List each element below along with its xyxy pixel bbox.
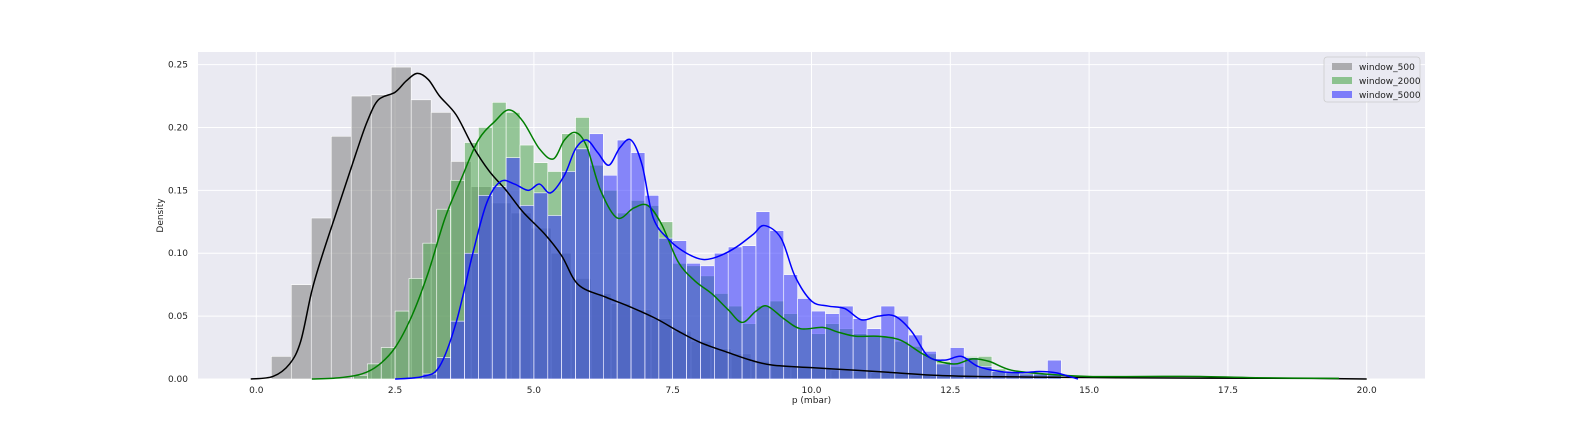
x-tick-label: 12.5 bbox=[940, 386, 960, 396]
x-tick-label: 0.0 bbox=[249, 386, 264, 396]
x-tick-label: 5.0 bbox=[527, 386, 542, 396]
y-tick-label: 0.05 bbox=[168, 312, 188, 322]
histogram-bar bbox=[658, 237, 673, 380]
y-tick-label: 0.15 bbox=[168, 186, 188, 196]
kde-line-window_5000 bbox=[395, 138, 1079, 380]
x-tick-label: 2.5 bbox=[388, 386, 402, 396]
histogram-bar bbox=[589, 133, 604, 380]
legend-swatch bbox=[1332, 77, 1352, 84]
histogram-bar bbox=[644, 195, 660, 380]
histogram-bar bbox=[370, 94, 392, 380]
histogram-bar bbox=[838, 305, 854, 380]
histogram-bar bbox=[533, 192, 549, 380]
x-tick-label: 15.0 bbox=[1079, 386, 1099, 396]
series-bars-window_5000 bbox=[422, 133, 1062, 380]
histogram-bar bbox=[290, 284, 312, 380]
histogram-bar bbox=[686, 262, 701, 380]
x-axis-ticks: 0.0 2.5 5.0 7.5 10.0 12.5 15.0 17.5 20.0 bbox=[249, 386, 1377, 396]
histogram-bar bbox=[561, 171, 576, 380]
histogram-bar bbox=[505, 157, 521, 380]
kde-line-window_2000 bbox=[311, 109, 1339, 380]
histogram-bar bbox=[672, 240, 687, 380]
kde-curves bbox=[250, 72, 1367, 380]
histogram-bars bbox=[270, 66, 1062, 380]
legend-label: window_500 bbox=[1359, 63, 1415, 73]
legend-swatch bbox=[1332, 91, 1352, 98]
histogram-bar bbox=[908, 334, 923, 380]
x-tick-label: 20.0 bbox=[1357, 386, 1377, 396]
histogram-bar bbox=[880, 305, 896, 380]
y-tick-label: 0.00 bbox=[168, 375, 188, 385]
histogram-bar bbox=[519, 205, 535, 380]
histogram-bar bbox=[630, 152, 646, 380]
histogram-bar bbox=[436, 208, 451, 380]
histogram-bar bbox=[450, 320, 465, 380]
histogram-bar bbox=[602, 174, 618, 380]
kde-line-window_500 bbox=[250, 72, 1367, 380]
histogram-bar bbox=[1005, 372, 1021, 380]
y-axis-ticks: 0.00 0.05 0.10 0.15 0.20 0.25 bbox=[168, 61, 188, 385]
histogram-bar bbox=[330, 135, 352, 380]
histogram-bar bbox=[491, 186, 507, 380]
y-tick-label: 0.10 bbox=[168, 249, 188, 259]
legend-label: window_5000 bbox=[1359, 91, 1421, 101]
histogram-bar bbox=[755, 211, 771, 380]
histogram-bar bbox=[700, 265, 715, 380]
legend-swatch bbox=[1332, 63, 1352, 70]
histogram-bar bbox=[714, 252, 729, 380]
legend: window_500 window_2000 window_5000 bbox=[1323, 56, 1421, 103]
histogram-bar bbox=[575, 148, 590, 380]
histogram-bar bbox=[616, 139, 632, 380]
histogram-bar bbox=[769, 230, 785, 380]
legend-label: window_2000 bbox=[1359, 77, 1421, 87]
y-tick-label: 0.25 bbox=[168, 61, 188, 71]
x-tick-label: 10.0 bbox=[801, 386, 821, 396]
y-tick-label: 0.20 bbox=[168, 123, 188, 133]
histogram-bar bbox=[936, 363, 951, 380]
x-tick-label: 7.5 bbox=[666, 386, 680, 396]
histogram-bar bbox=[1047, 359, 1062, 380]
histogram-bar bbox=[422, 242, 438, 380]
x-tick-label: 17.5 bbox=[1218, 386, 1238, 396]
histogram-bar bbox=[464, 252, 479, 380]
histogram-bar bbox=[310, 217, 332, 380]
histogram-bar bbox=[380, 347, 396, 380]
y-axis-label: Density bbox=[156, 198, 166, 233]
x-axis-label: p (mbar) bbox=[792, 396, 831, 406]
